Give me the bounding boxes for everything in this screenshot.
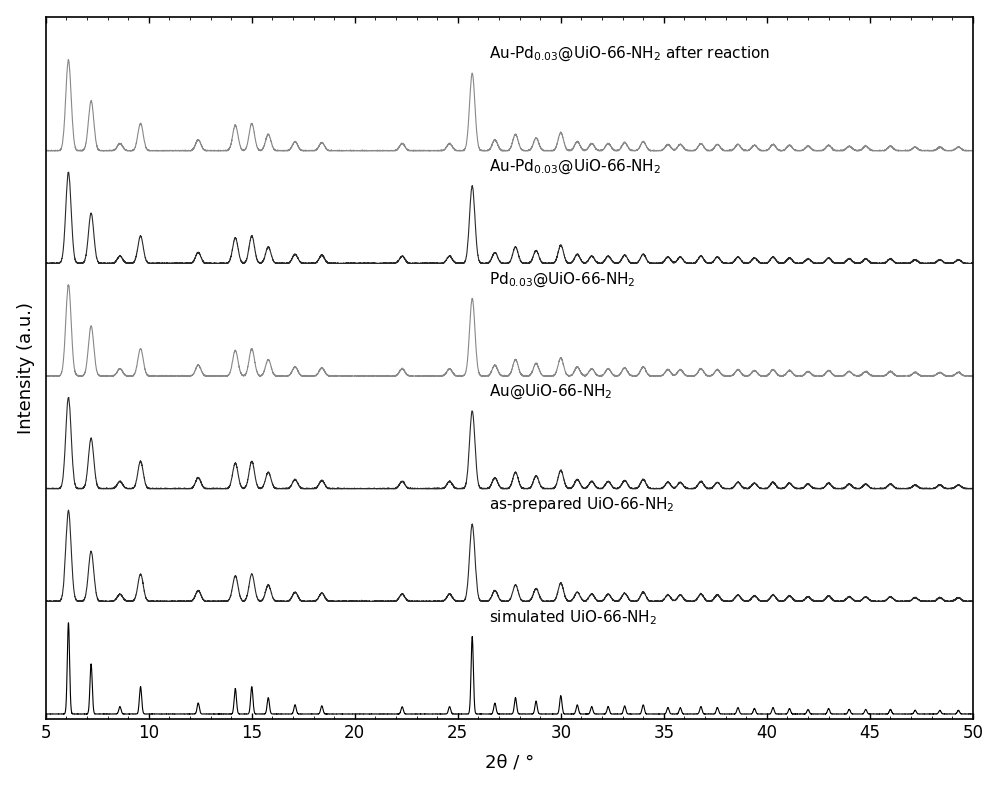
Y-axis label: Intensity (a.u.): Intensity (a.u.) xyxy=(17,302,35,434)
Text: simulated UiO-66-NH$_2$: simulated UiO-66-NH$_2$ xyxy=(489,608,657,626)
X-axis label: 2θ / °: 2θ / ° xyxy=(485,753,534,771)
Text: Au@UiO-66-NH$_2$: Au@UiO-66-NH$_2$ xyxy=(489,383,612,401)
Text: Au-Pd$_{0.03}$@UiO-66-NH$_2$ after reaction: Au-Pd$_{0.03}$@UiO-66-NH$_2$ after react… xyxy=(489,45,770,63)
Text: Au-Pd$_{0.03}$@UiO-66-NH$_2$: Au-Pd$_{0.03}$@UiO-66-NH$_2$ xyxy=(489,158,661,176)
Text: Pd$_{0.03}$@UiO-66-NH$_2$: Pd$_{0.03}$@UiO-66-NH$_2$ xyxy=(489,270,635,288)
Text: as-prepared UiO-66-NH$_2$: as-prepared UiO-66-NH$_2$ xyxy=(489,496,674,515)
